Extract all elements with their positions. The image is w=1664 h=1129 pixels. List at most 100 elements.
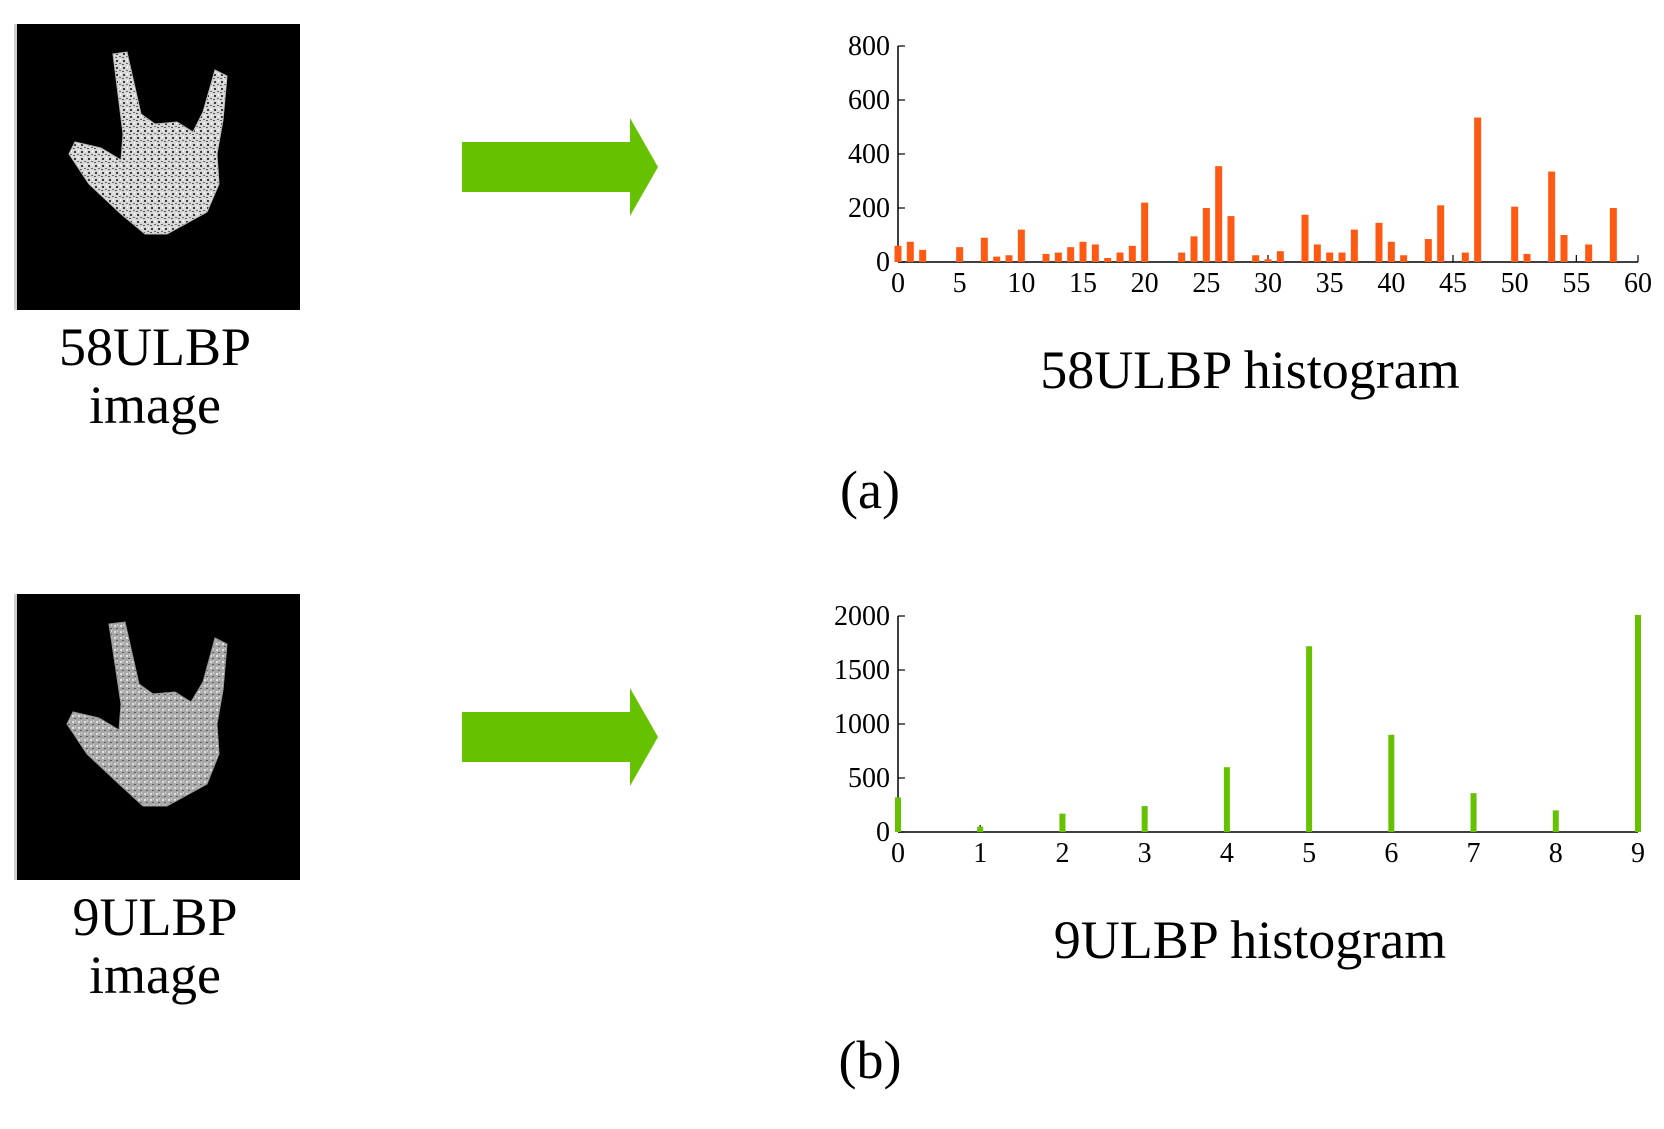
histogram-bar	[1511, 206, 1519, 262]
y-tick-label: 1000	[834, 709, 890, 740]
x-tick-label: 0	[891, 268, 905, 299]
x-tick-label: 6	[1384, 838, 1398, 869]
histogram-bar	[1264, 259, 1272, 262]
histogram-bar	[1104, 257, 1112, 262]
panel-a: 58ULBP image 0 200 400 600 800 0 5 10 15 20 25 30 35…	[0, 0, 1664, 559]
histogram-bar	[1054, 252, 1062, 262]
histogram-bar	[1059, 813, 1066, 832]
x-tick-label: 5	[1302, 838, 1316, 869]
panel-b: 9ULBP image 0 500 1000 1500 2000 0 1 2 3 4 5 6 7 8 9 9…	[0, 570, 1664, 1129]
histogram-bar	[1202, 208, 1210, 262]
panel-label: (a)	[840, 460, 900, 520]
x-tick-label: 55	[1562, 268, 1590, 299]
x-tick-label: 45	[1439, 268, 1467, 299]
y-tick-label: 400	[848, 139, 890, 170]
histogram-bar	[980, 237, 988, 262]
x-tick-label: 50	[1501, 268, 1529, 299]
histogram-bar	[1178, 252, 1186, 262]
histogram-bar	[1548, 171, 1556, 262]
image-caption-line1: 58ULBP	[58, 317, 252, 377]
histogram-bar	[1141, 202, 1149, 262]
histogram-bar	[1470, 793, 1477, 832]
histogram-bar	[1474, 117, 1482, 262]
histogram-bar	[1017, 229, 1025, 262]
ulbp-58-image	[14, 24, 300, 310]
hand-sign-icon	[66, 621, 228, 807]
x-tick-label: 1	[973, 838, 987, 869]
x-tick-label: 5	[953, 268, 967, 299]
y-tick-label: 0	[876, 247, 890, 278]
image-caption: 58ULBP image	[0, 318, 310, 434]
right-arrow-icon	[462, 688, 658, 786]
x-tick-label: 0	[891, 838, 905, 869]
histogram-bar	[1400, 255, 1408, 262]
histogram-bar	[1375, 222, 1383, 262]
histogram-bar	[895, 797, 901, 832]
histogram-bar	[1215, 166, 1223, 262]
y-tick-label: 1500	[834, 655, 890, 686]
x-tick-label: 3	[1138, 838, 1152, 869]
histogram-bar	[977, 826, 984, 832]
histogram-bar	[1190, 236, 1198, 262]
histogram-bar	[956, 247, 964, 262]
hand-sign-icon	[68, 51, 228, 235]
image-caption: 9ULBP image	[0, 888, 310, 1004]
x-tick-label: 8	[1549, 838, 1563, 869]
histogram-bar	[1276, 251, 1284, 262]
histogram-bar	[1301, 214, 1309, 262]
y-tick-label: 800	[848, 31, 890, 62]
x-tick-label: 25	[1192, 268, 1220, 299]
x-tick-label: 20	[1131, 268, 1159, 299]
histogram-58ulbp: 0 200 400 600 800 0 5 10 15 20 25 30 35 40 45 50 55 60	[848, 31, 1652, 299]
histogram-bar	[1005, 255, 1013, 262]
histogram-bar	[1585, 244, 1593, 262]
y-tick-label: 500	[848, 763, 890, 794]
y-tick-label: 600	[848, 85, 890, 116]
histogram-bar	[1227, 216, 1235, 262]
histogram-bar	[1067, 247, 1075, 262]
y-tick-label: 200	[848, 193, 890, 224]
x-tick-label: 4	[1220, 838, 1234, 869]
histogram-bar	[1635, 614, 1641, 832]
histogram-bar	[1461, 252, 1469, 262]
histogram-bar	[1609, 208, 1617, 262]
ulbp-9-image	[14, 594, 300, 880]
right-arrow-icon	[462, 118, 658, 216]
x-tick-label: 35	[1316, 268, 1344, 299]
histogram-bar	[1523, 253, 1531, 262]
y-tick-label: 0	[876, 817, 890, 848]
histogram-bar	[1437, 205, 1445, 262]
chart-title: 9ULBP histogram	[1053, 910, 1447, 970]
histogram-bar	[1091, 244, 1099, 262]
histogram-bar	[894, 245, 902, 262]
histogram-bar	[1116, 252, 1124, 262]
histogram-bar	[1128, 245, 1136, 262]
y-tick-label: 2000	[834, 601, 890, 632]
histogram-bar	[1313, 244, 1321, 262]
x-tick-label: 15	[1069, 268, 1097, 299]
histogram-bar	[1042, 253, 1050, 262]
histogram-bar	[1350, 229, 1358, 262]
chart-title: 58ULBP histogram	[1040, 340, 1460, 400]
x-tick-label: 40	[1377, 268, 1405, 299]
histogram-bar	[1079, 241, 1087, 262]
x-tick-label: 2	[1055, 838, 1069, 869]
x-tick-label: 30	[1254, 268, 1282, 299]
histogram-bar	[1326, 252, 1334, 262]
histogram-bar	[906, 241, 914, 262]
histogram-bar	[1306, 646, 1313, 832]
histogram-bar	[1560, 235, 1568, 262]
image-caption-line1: 9ULBP	[72, 887, 238, 947]
image-caption-line2: image	[89, 375, 221, 435]
x-tick-label: 9	[1631, 838, 1645, 869]
histogram-9ulbp: 0 500 1000 1500 2000 0 1 2 3 4 5 6 7 8 9	[834, 601, 1645, 869]
histogram-bar	[993, 256, 1001, 262]
histogram-bar	[1141, 806, 1148, 832]
histogram-bar	[1338, 252, 1346, 262]
histogram-bar	[1252, 255, 1260, 262]
histogram-bar	[1223, 767, 1230, 832]
histogram-bar	[1388, 734, 1395, 832]
x-tick-label: 7	[1467, 838, 1481, 869]
x-tick-label: 60	[1624, 268, 1652, 299]
histogram-bar	[1387, 241, 1395, 262]
